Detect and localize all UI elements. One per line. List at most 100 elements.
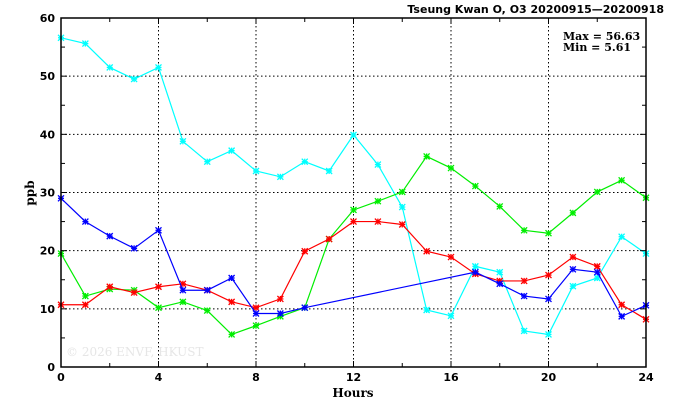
data-point-red [520,277,528,285]
data-point-blue [130,244,138,252]
data-point-red [81,301,89,309]
data-point-blue [276,310,284,317]
series-cyan [57,34,650,338]
x-tick-label: 24 [638,371,654,384]
x-tick-label: 8 [252,371,260,384]
data-point-green [593,188,601,196]
y-tick-label: 50 [40,70,56,83]
data-point-green [350,206,357,214]
data-point-blue [179,286,187,294]
data-point-blue [496,280,504,288]
data-point-green [81,292,89,300]
data-point-blue [81,218,89,226]
data-point-cyan [545,330,552,338]
y-tick-label: 10 [40,303,56,316]
data-point-cyan [106,63,114,71]
data-point-cyan [350,131,357,139]
data-point-red [106,283,114,291]
x-tick-label: 20 [541,371,557,384]
series-group [57,34,650,338]
data-point-red [447,253,455,261]
data-point-red [423,247,431,255]
data-point-green [228,330,236,338]
data-point-red [301,247,309,255]
y-axis-label: ppb [23,180,37,205]
data-point-green [471,182,479,190]
data-point-green [155,304,162,312]
y-tick-label: 60 [40,12,56,25]
data-point-blue [593,268,601,276]
data-point-blue [545,295,552,303]
y-tick-label: 20 [40,245,56,258]
data-point-red [545,271,552,279]
data-point-red [276,295,284,303]
data-point-red [569,253,577,261]
series-blue [57,194,650,320]
y-tick-label: 0 [47,361,55,374]
data-point-red [325,235,333,243]
data-point-green [179,298,187,306]
data-point-red [350,218,357,226]
data-point-green [618,176,626,184]
data-point-red [228,298,236,306]
data-point-blue [228,274,236,282]
y-tick-label: 30 [40,187,56,200]
data-point-green [398,188,406,196]
data-point-cyan [228,147,236,155]
data-point-cyan [447,312,455,320]
max-label: Max = 56.63 [563,30,640,43]
x-axis-label: Hours [332,386,373,400]
data-point-red [374,218,382,226]
data-point-blue [569,265,577,273]
data-point-blue [155,226,162,234]
data-point-cyan [276,173,284,181]
data-point-cyan [252,167,260,175]
data-point-blue [471,268,479,276]
data-point-cyan [325,167,333,175]
data-point-cyan [179,137,187,145]
data-point-cyan [155,63,162,71]
data-point-green [252,322,260,330]
data-point-green [545,229,552,237]
x-tick-label: 4 [155,371,163,384]
data-point-cyan [374,161,382,169]
data-point-green [203,307,211,315]
data-point-cyan [496,268,504,276]
data-point-cyan [398,203,406,211]
data-point-cyan [569,282,577,290]
data-point-cyan [301,158,309,166]
data-point-red [618,301,626,309]
data-point-green [520,226,528,234]
data-point-cyan [423,306,431,314]
data-point-blue [520,292,528,300]
data-point-cyan [81,40,89,48]
data-point-blue [301,304,309,312]
data-point-cyan [520,327,528,335]
data-point-red [130,289,138,297]
ticks: 0 4 8 12 16 20 24 0 10 20 30 40 50 60 [40,12,654,384]
data-point-green [423,152,431,160]
data-point-green [447,164,455,172]
data-point-cyan [130,75,138,83]
data-point-blue [252,310,260,317]
data-point-blue [618,312,626,320]
x-tick-label: 12 [346,371,361,384]
watermark: © 2026 ENVF, HKUST [66,345,204,359]
data-point-cyan [471,262,479,270]
data-point-red [593,262,601,270]
data-point-blue [203,286,211,294]
data-point-red [155,283,162,291]
data-point-cyan [203,158,211,166]
data-point-green [569,209,577,217]
data-point-red [398,221,406,228]
data-point-green [374,197,382,205]
chart-title: Tseung Kwan O, O3 20200915—20200918 [407,3,664,16]
data-point-cyan [618,233,626,241]
data-point-blue [106,232,114,240]
x-tick-label: 0 [57,371,65,384]
y-tick-label: 40 [40,128,56,141]
x-tick-label: 16 [443,371,459,384]
data-point-green [496,203,504,210]
min-label: Min = 5.61 [563,41,631,54]
